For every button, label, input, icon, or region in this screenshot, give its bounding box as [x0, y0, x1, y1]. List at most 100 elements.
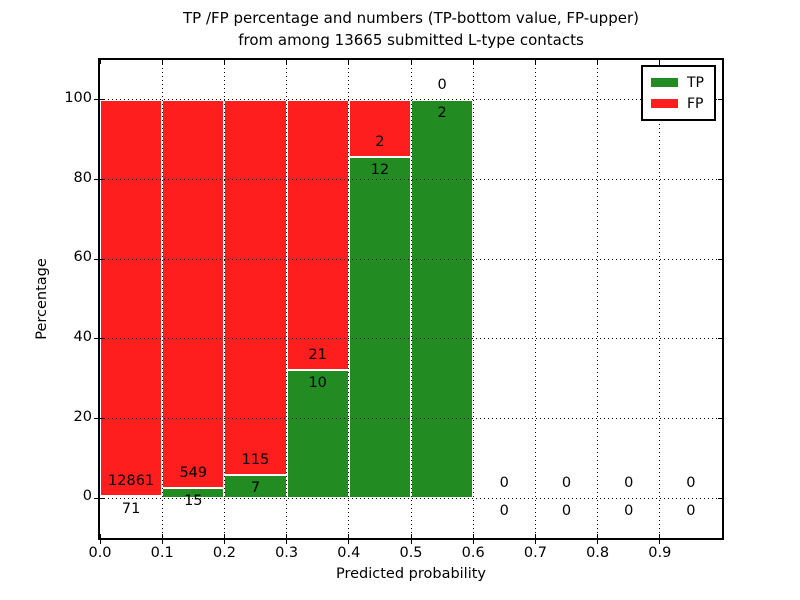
v-gridline [223, 60, 225, 538]
y-tick-mark [718, 338, 722, 340]
x-tick-mark [161, 534, 163, 538]
y-tick-label: 0 [82, 488, 92, 505]
y-tick-mark [718, 99, 722, 101]
y-tick-label: 20 [73, 408, 92, 425]
legend-item-tp: TP [651, 72, 704, 93]
tp-count-label: 0 [624, 503, 634, 520]
bar-fp-segment [100, 99, 163, 496]
x-tick-label: 0.1 [150, 545, 174, 561]
x-tick-label: 0.2 [212, 545, 236, 561]
x-axis-label: Predicted probability [335, 566, 487, 582]
x-tick-mark [597, 540, 599, 544]
tp-count-label: 7 [250, 480, 261, 497]
fp-swatch-icon [651, 99, 678, 108]
y-tick-mark [100, 497, 104, 499]
legend-label-fp: FP [687, 95, 704, 112]
chart-title-line1: TP /FP percentage and numbers (TP-bottom… [183, 9, 639, 27]
tp-count-label: 15 [184, 492, 203, 509]
v-gridline [348, 60, 350, 538]
x-tick-mark [472, 60, 474, 64]
bar-fp-segment [162, 99, 225, 488]
v-gridline [286, 60, 288, 538]
y-tick-mark [94, 338, 98, 340]
bar-tp-segment [411, 99, 474, 499]
x-tick-label: 0.8 [586, 545, 610, 561]
x-tick-mark [659, 60, 661, 64]
fp-count-label: 549 [179, 464, 208, 481]
fp-count-label: 0 [437, 76, 447, 93]
x-tick-mark [286, 534, 288, 538]
tp-count-label: 0 [686, 503, 696, 520]
fp-count-label: 0 [499, 475, 509, 492]
x-tick-label: 0.4 [337, 545, 361, 561]
fp-count-label: 21 [308, 346, 327, 363]
y-tick-mark [718, 179, 722, 180]
x-tick-mark [348, 60, 350, 64]
fp-count-label: 0 [561, 475, 572, 492]
x-tick-mark [410, 540, 412, 544]
v-gridline [410, 60, 412, 538]
tp-swatch-icon [651, 78, 678, 87]
tp-count-label: 0 [499, 503, 509, 520]
x-tick-mark [534, 534, 536, 538]
y-tick-mark [718, 258, 722, 260]
x-tick-mark [223, 540, 225, 544]
x-tick-mark [99, 60, 101, 64]
fp-count-label: 12861 [108, 472, 155, 489]
x-tick-mark [534, 60, 536, 64]
y-tick-mark [718, 418, 722, 419]
x-tick-mark [99, 534, 101, 538]
x-tick-mark [286, 540, 288, 544]
y-tick-mark [100, 99, 104, 101]
x-tick-mark [99, 540, 101, 544]
x-tick-mark [223, 534, 225, 538]
x-tick-mark [348, 540, 350, 544]
x-tick-mark [534, 540, 536, 544]
chart-title-line2: from among 13665 submitted L-type contac… [238, 31, 584, 49]
x-tick-mark [659, 534, 661, 538]
fp-count-label: 115 [241, 452, 270, 469]
y-tick-label: 80 [73, 169, 92, 186]
bar-tp-segment [224, 475, 287, 499]
bar-tp-segment [100, 495, 163, 499]
y-tick-mark [100, 258, 104, 260]
fp-count-label: 0 [624, 475, 634, 492]
x-tick-label: 0.6 [461, 545, 485, 561]
bar-tp-segment [286, 369, 349, 499]
plot-area: TP FP 12861 71 549 15 115 7 21 10 2 12 0 2 0 0 0 0 0 0 0 0 [94, 58, 724, 544]
bar-fp-segment [348, 99, 411, 157]
x-tick-label: 0.5 [399, 545, 423, 561]
y-tick-mark [94, 258, 98, 260]
x-tick-mark [472, 540, 474, 544]
x-tick-mark [597, 60, 599, 64]
y-tick-label: 100 [64, 89, 92, 106]
y-tick-mark [718, 497, 722, 499]
x-tick-label: 0.9 [648, 545, 672, 561]
x-tick-label: 0.3 [275, 545, 299, 561]
y-tick-label: 60 [73, 249, 92, 266]
legend-label-tp: TP [687, 74, 704, 91]
v-gridline [534, 60, 536, 538]
bar-fp-segment [224, 99, 287, 476]
legend: TP FP [641, 65, 716, 121]
y-tick-label: 40 [73, 328, 92, 345]
fp-count-label: 2 [375, 133, 385, 150]
v-gridline [472, 60, 474, 538]
tp-count-label: 12 [370, 161, 390, 178]
x-tick-mark [161, 540, 163, 544]
x-tick-mark [410, 534, 412, 538]
y-tick-mark [94, 99, 98, 101]
v-gridline [597, 60, 599, 538]
y-tick-mark [94, 179, 98, 180]
x-tick-mark [286, 60, 288, 64]
tp-count-label: 10 [308, 374, 327, 391]
tp-count-label: 0 [561, 503, 572, 520]
x-tick-mark [348, 534, 350, 538]
y-axis-label: Percentage [34, 258, 50, 340]
x-tick-label: 0.0 [88, 545, 112, 561]
x-tick-mark [659, 540, 661, 544]
v-gridline [659, 60, 661, 538]
legend-item-fp: FP [651, 93, 704, 114]
x-tick-mark [597, 534, 599, 538]
